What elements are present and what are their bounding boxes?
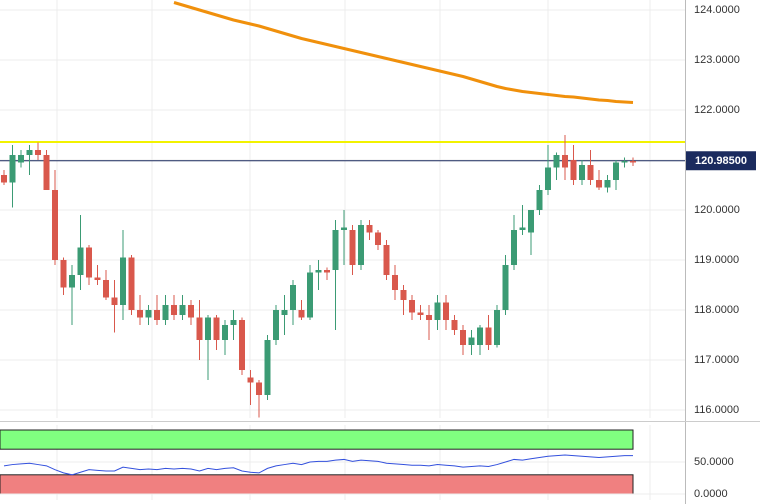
candle-body: [434, 302, 441, 320]
candle-body: [171, 305, 177, 315]
plot-area: [0, 1, 685, 418]
candle-body: [247, 377, 254, 383]
candle-body: [528, 210, 534, 233]
candle-body: [341, 227, 347, 230]
candle-body: [94, 277, 101, 280]
candle-body: [162, 305, 169, 320]
candle-body: [239, 320, 245, 370]
candle-body: [18, 155, 24, 163]
candle-body: [315, 270, 322, 273]
candle-body: [205, 317, 211, 340]
y-tick-label: 124.0000: [694, 4, 740, 16]
moving-average: [173, 1, 634, 104]
candle-body: [86, 247, 92, 278]
candle-body: [562, 155, 568, 168]
candle-body: [468, 337, 475, 345]
candle-body: [375, 232, 381, 245]
candle-body: [485, 327, 492, 345]
candle-body: [349, 230, 356, 265]
candle-body: [383, 245, 390, 275]
candle-body: [1, 175, 7, 183]
candle-body: [392, 275, 398, 290]
y-tick-label: 118.0000: [694, 304, 739, 316]
candle-body: [519, 227, 526, 230]
candle-body: [358, 225, 364, 265]
candle-body: [400, 290, 407, 300]
candle-body: [290, 285, 296, 310]
y-tick-label: 50.0000: [694, 456, 734, 468]
y-tick-label: 116.0000: [694, 404, 739, 416]
candle-body: [230, 320, 237, 325]
candle-body: [196, 317, 203, 340]
candle-body: [511, 230, 517, 265]
candle-body: [587, 165, 594, 180]
candle-body: [536, 190, 543, 210]
candle-body: [281, 310, 288, 315]
candle-body: [477, 327, 483, 345]
candle-body: [570, 160, 577, 180]
candle-body: [273, 310, 279, 340]
candle-body: [417, 312, 424, 315]
candle-body: [26, 150, 33, 155]
candle-body: [145, 310, 152, 318]
last-price-label: 120.98500: [695, 155, 747, 167]
y-tick-label: 123.0000: [694, 54, 740, 66]
y-tick-label: 120.0000: [694, 204, 740, 216]
candle-body: [179, 305, 186, 315]
candle-body: [256, 382, 262, 395]
candle-body: [35, 150, 41, 155]
candle-body: [502, 265, 509, 310]
candle-body: [188, 305, 194, 318]
candle-body: [69, 275, 75, 288]
candle-body: [409, 300, 415, 313]
candle-body: [545, 167, 551, 190]
candle-body: [426, 315, 432, 320]
candle-body: [137, 310, 143, 318]
candle-body: [366, 225, 373, 233]
candle-body: [9, 155, 16, 183]
candle-body: [77, 247, 84, 275]
zone-band: [0, 474, 634, 495]
candle-body: [222, 325, 228, 340]
y-tick-label: 119.0000: [694, 254, 739, 266]
zone-band: [0, 429, 634, 450]
candle-body: [579, 165, 585, 180]
candle-body: [128, 257, 135, 310]
last-price-box: [686, 151, 756, 171]
indicator-line: [3, 454, 633, 476]
candle-body: [120, 257, 126, 305]
candle-body: [451, 320, 458, 330]
candle-body: [298, 310, 305, 318]
candle-body: [60, 260, 67, 288]
candle-body: [154, 310, 160, 320]
candle-body: [103, 280, 109, 298]
candle-body: [307, 272, 313, 318]
candle-body: [460, 330, 466, 345]
candle-body: [596, 180, 602, 188]
y-tick-label: 122.0000: [694, 104, 740, 116]
y-tick-label: 0.0000: [694, 488, 728, 500]
candle-body: [111, 297, 118, 305]
candle-body: [621, 161, 628, 163]
y-tick-label: 117.0000: [694, 354, 739, 366]
candle-body: [43, 155, 50, 190]
candle-body: [52, 190, 58, 260]
candle-body: [604, 180, 611, 188]
candle-body: [324, 270, 330, 273]
candle-body: [494, 310, 500, 345]
candle-body: [264, 340, 271, 395]
candle-body: [553, 155, 560, 168]
candle-body: [630, 161, 636, 163]
candle-body: [213, 317, 220, 340]
candle-body: [443, 302, 449, 320]
candle-body: [613, 162, 619, 180]
candle-body: [332, 230, 339, 270]
